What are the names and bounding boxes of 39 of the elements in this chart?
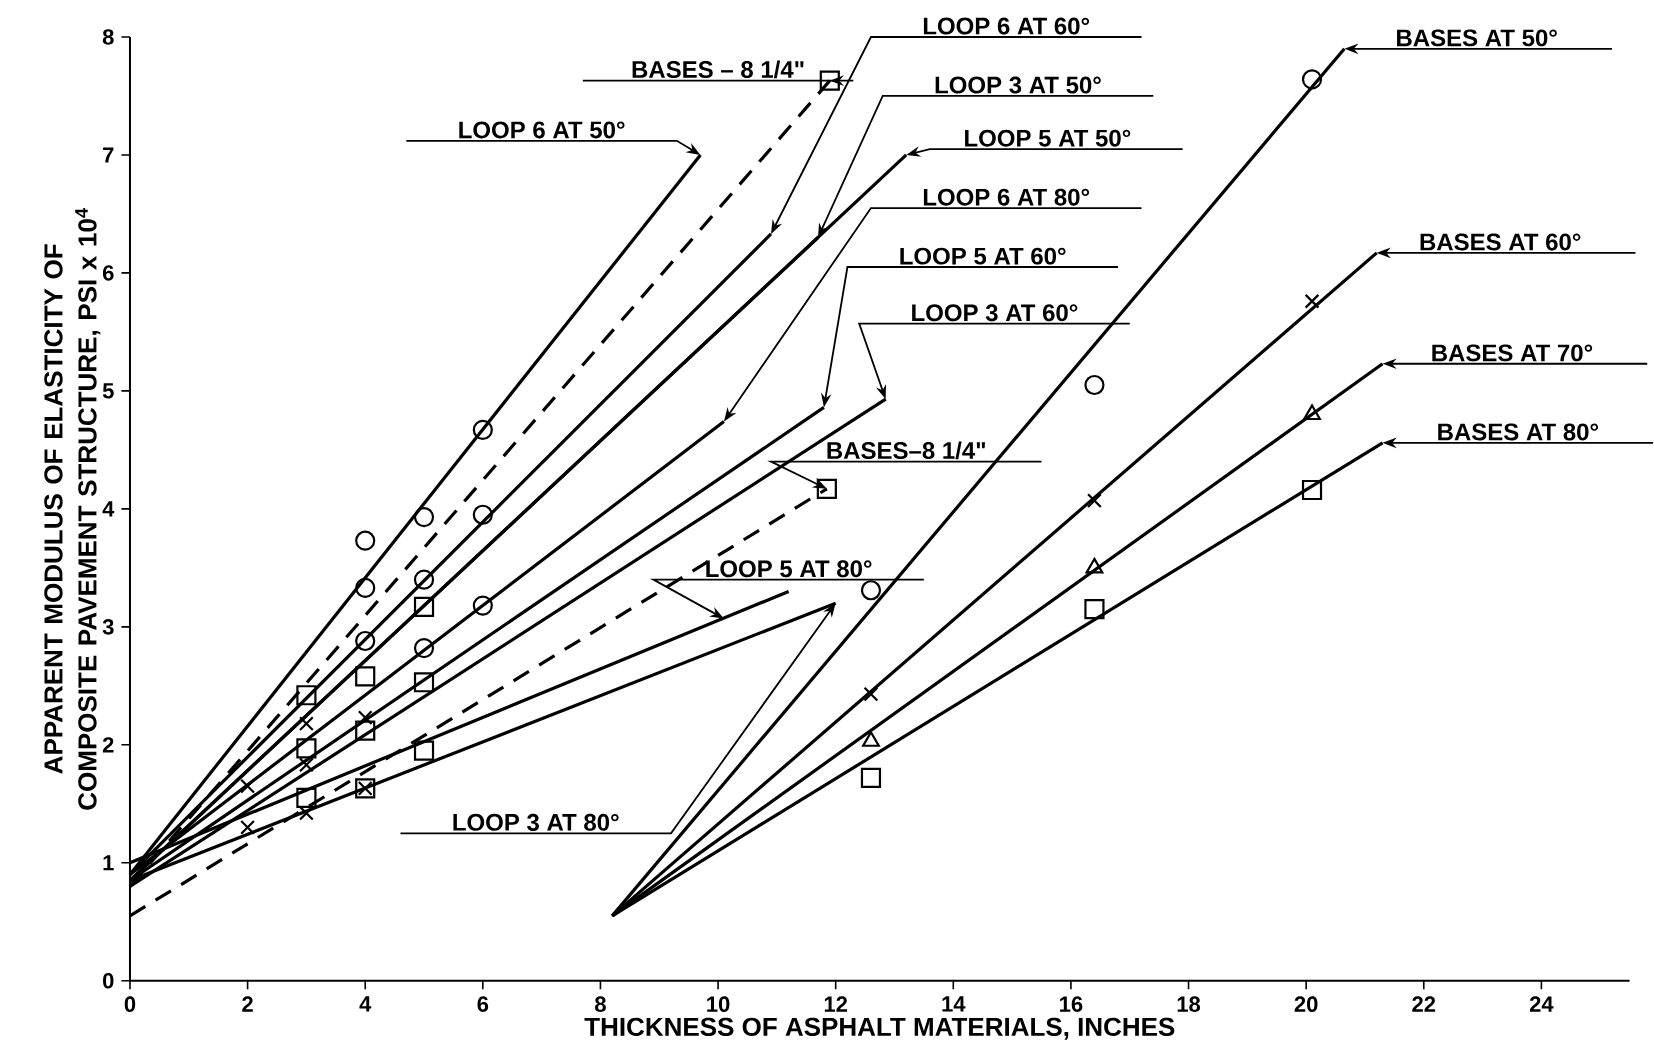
annotation: LOOP 5 AT 60° (900, 247, 1066, 265)
y-tick-label: 4 (102, 501, 115, 517)
annotation: LOOP 6 AT 80° (923, 188, 1090, 206)
x-tick-label: 0 (124, 996, 136, 1013)
x-tick-label: 2 (242, 996, 253, 1012)
x-tick-label: 20 (1294, 996, 1318, 1013)
annotation: BASES AT 70° (1432, 344, 1593, 362)
x-tick-label: 4 (359, 996, 372, 1012)
y-tick-label: 8 (102, 29, 114, 45)
annotation: BASES AT 60° (1420, 233, 1581, 251)
annotation: LOOP 3 AT 60° (912, 304, 1078, 322)
y-tick-label: 6 (102, 265, 114, 281)
annotation: LOOP 6 AT 50° (459, 121, 625, 139)
y-tick-label: 3 (102, 619, 114, 635)
annotation: LOOP 5 AT 50° (965, 129, 1131, 147)
y-axis-title: APPARENT MODULUS OF ELASTICITY OF COMPOSITE PAVEMENT STRUCTURE, PSI x 10$^{4}$ (44, 208, 101, 810)
x-tick-label: 18 (1177, 996, 1201, 1013)
annotation: LOOP 3 AT 80° (453, 814, 619, 832)
annotation: BASES – 8 1/4" (632, 60, 804, 79)
annotation: LOOP 6 AT 60° (923, 17, 1090, 35)
y-tick-label: 7 (103, 147, 114, 163)
annotation: BASES AT 80° (1438, 423, 1599, 441)
annotation: BASES–8 1/4" (827, 441, 985, 460)
annotation: BASES AT 50° (1397, 29, 1557, 47)
y-tick-label: 0 (103, 973, 114, 989)
x-tick-label: 12 (824, 996, 848, 1012)
annotation: LOOP 5 AT 80° (706, 560, 872, 578)
x-tick-label: 22 (1412, 996, 1436, 1012)
y-tick-label: 5 (102, 383, 114, 399)
y-tick-label: 2 (102, 737, 114, 753)
x-tick-label: 10 (707, 996, 730, 1013)
x-tick-label: 8 (595, 996, 606, 1013)
x-tick-label: 16 (1060, 996, 1083, 1013)
x-tick-label: 14 (942, 996, 966, 1012)
x-axis-title: THICKNESS OF ASPHALT MATERIALS, INCHES (584, 1017, 1175, 1040)
x-tick-label: 24 (1529, 996, 1554, 1012)
x-tick-label: 6 (477, 996, 489, 1013)
annotation: LOOP 3 AT 50° (935, 76, 1101, 94)
y-tick-label: 1 (103, 855, 114, 871)
